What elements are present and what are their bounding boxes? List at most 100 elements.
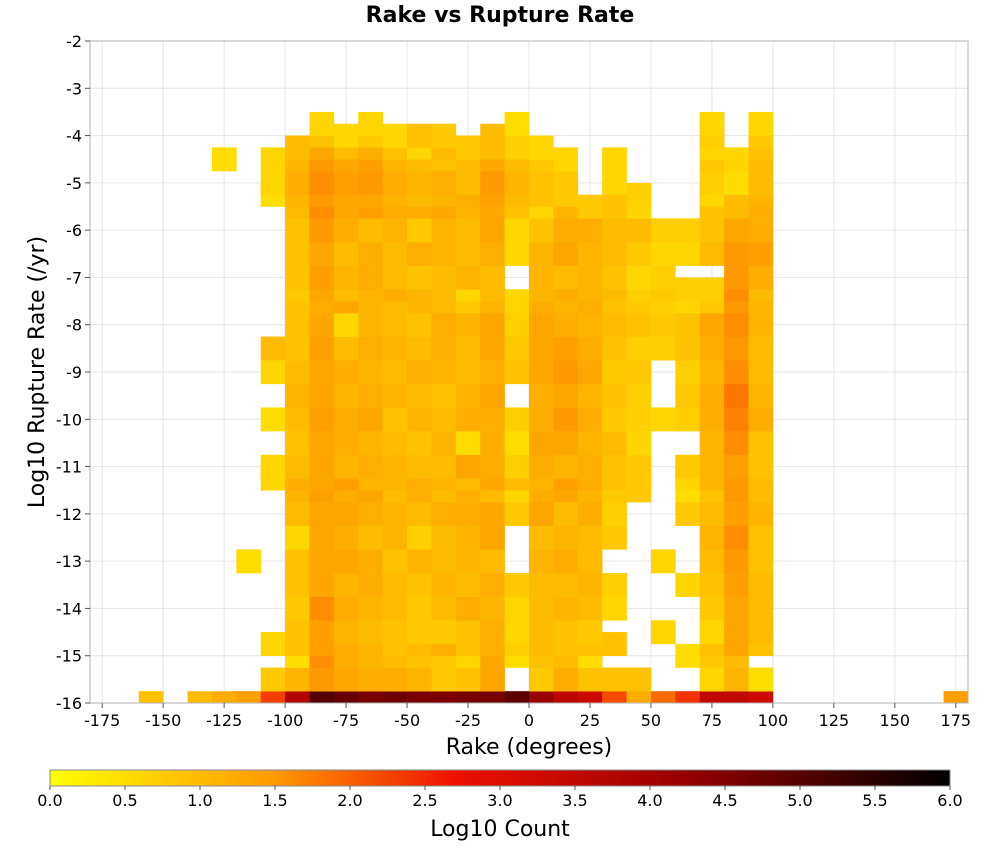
heatmap-cell: [529, 549, 554, 574]
heatmap-cell: [382, 691, 408, 704]
heatmap-cell: [724, 691, 749, 704]
heatmap-cell: [285, 525, 310, 550]
heatmap-cell: [699, 549, 725, 574]
heatmap-cell: [626, 691, 652, 704]
heatmap-cell: [553, 525, 579, 550]
colorbar-tick-label: 4.5: [712, 791, 737, 810]
heatmap-cell: [480, 312, 505, 337]
heatmap-cell: [407, 383, 432, 408]
heatmap-cell: [504, 218, 530, 243]
heatmap-cell: [455, 667, 481, 692]
chart-title: Rake vs Rupture Rate: [366, 3, 635, 28]
heatmap-cell: [748, 596, 774, 621]
heatmap-cell: [480, 525, 505, 550]
heatmap-cell: [431, 691, 457, 704]
heatmap-cell: [260, 336, 286, 361]
heatmap-cell: [504, 407, 530, 432]
heatmap-cell: [724, 218, 749, 243]
heatmap-cell: [602, 171, 627, 195]
heatmap-cell: [407, 218, 432, 243]
heatmap-cell: [504, 691, 530, 704]
heatmap-cell: [358, 667, 383, 692]
heatmap-cell: [650, 336, 676, 361]
heatmap-cell: [285, 691, 310, 704]
colorbar-tick-label: 5.5: [862, 791, 887, 810]
heatmap-cell: [285, 383, 310, 408]
heatmap-cell: [675, 312, 701, 337]
heatmap-cell: [358, 502, 383, 526]
heatmap-cell: [577, 312, 603, 337]
y-tick-label: -12: [56, 505, 82, 524]
heatmap-cell: [333, 502, 359, 526]
heatmap-cell: [333, 241, 359, 266]
heatmap-cell: [455, 596, 481, 621]
heatmap-cell: [285, 596, 310, 621]
heatmap-cell: [699, 596, 725, 621]
heatmap-cell: [260, 171, 286, 195]
heatmap-cell: [577, 383, 603, 408]
heatmap-cell: [748, 111, 774, 136]
heatmap-cell: [480, 620, 505, 645]
heatmap-cell: [358, 407, 383, 432]
heatmap-cell: [504, 620, 530, 645]
heatmap-cell: [358, 525, 383, 550]
heatmap-cell: [650, 620, 676, 645]
heatmap-cell: [699, 312, 725, 337]
y-tick-label: -8: [66, 316, 82, 335]
heatmap-cell: [724, 596, 749, 621]
heatmap-cell: [431, 265, 457, 290]
heatmap-cell: [748, 171, 774, 195]
heatmap-cell: [529, 265, 554, 290]
heatmap-cell: [285, 360, 310, 385]
heatmap-cell: [504, 312, 530, 337]
heatmap-cell: [480, 572, 505, 597]
heatmap-cell: [480, 691, 505, 704]
heatmap-cell: [724, 241, 749, 266]
heatmap-cell: [699, 277, 725, 302]
heatmap-cell: [455, 336, 481, 361]
colorbar-tick-label: 1.0: [187, 791, 212, 810]
heatmap-cell: [699, 454, 725, 479]
heatmap-cell: [358, 312, 383, 337]
heatmap-cell: [455, 407, 481, 432]
heatmap-cell: [333, 123, 359, 148]
heatmap-cell: [553, 383, 579, 408]
heatmap-cell: [382, 596, 408, 621]
heatmap-cell: [382, 502, 408, 526]
heatmap-cell: [455, 218, 481, 243]
heatmap-cell: [748, 360, 774, 385]
heatmap-cell: [577, 620, 603, 645]
heatmap-cell: [431, 454, 457, 479]
heatmap-cell: [382, 336, 408, 361]
heatmap-cell: [724, 667, 749, 692]
heatmap-cell: [407, 549, 432, 574]
heatmap-cell: [431, 525, 457, 550]
heatmap-cell: [285, 454, 310, 479]
heatmap-cell: [309, 596, 335, 621]
heatmap-cell: [553, 407, 579, 432]
heatmap-cell: [553, 218, 579, 243]
heatmap-cell: [309, 667, 335, 692]
heatmap-cell: [431, 241, 457, 266]
heatmap-cell: [504, 135, 530, 160]
heatmap-cell: [748, 407, 774, 432]
heatmap-cell: [382, 667, 408, 692]
heatmap-cell: [309, 171, 335, 195]
heatmap-cell: [504, 111, 530, 136]
heatmap-cell: [358, 596, 383, 621]
x-tick-label: -25: [455, 711, 481, 730]
heatmap-cell: [431, 360, 457, 385]
heatmap-cell: [626, 407, 652, 432]
heatmap-cell: [626, 336, 652, 361]
heatmap-cell: [260, 360, 286, 385]
heatmap-cell: [211, 691, 237, 704]
heatmap-cell: [431, 171, 457, 195]
colorbar-tick-label: 6.0: [937, 791, 962, 810]
heatmap-cell: [358, 383, 383, 408]
heatmap-cell: [650, 312, 676, 337]
heatmap-cell: [553, 147, 579, 172]
heatmap-cell: [382, 171, 408, 195]
colorbar-tick-label: 1.5: [262, 791, 287, 810]
y-tick-label: -4: [66, 127, 82, 146]
heatmap-cell: [480, 123, 505, 148]
